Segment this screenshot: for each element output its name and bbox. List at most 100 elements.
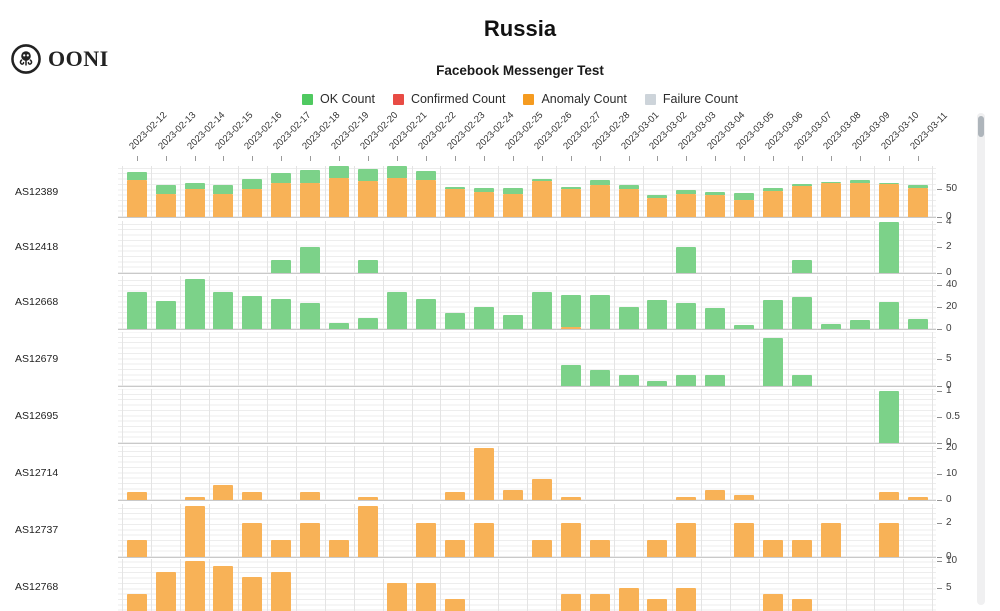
bar-segment-ok[interactable]: [792, 259, 813, 273]
bar-segment-anomaly[interactable]: [676, 523, 697, 557]
bar-segment-ok[interactable]: [560, 186, 581, 190]
bar-segment-ok[interactable]: [907, 184, 928, 188]
bar-segment-ok[interactable]: [589, 180, 610, 185]
bar-segment-ok[interactable]: [618, 375, 639, 386]
bar-segment-anomaly[interactable]: [444, 599, 465, 611]
bar-segment-ok[interactable]: [849, 319, 870, 329]
bar-segment-anomaly[interactable]: [213, 193, 234, 217]
bar-segment-anomaly[interactable]: [647, 197, 668, 217]
bar-segment-anomaly[interactable]: [358, 180, 379, 217]
bar-segment-anomaly[interactable]: [907, 497, 928, 500]
bar-segment-ok[interactable]: [300, 247, 321, 273]
bar-segment-anomaly[interactable]: [618, 189, 639, 217]
bar-segment-ok[interactable]: [878, 391, 899, 443]
bar-segment-anomaly[interactable]: [647, 599, 668, 611]
bar-segment-ok[interactable]: [358, 259, 379, 273]
bar-segment-anomaly[interactable]: [647, 539, 668, 557]
bar-segment-ok[interactable]: [387, 292, 408, 329]
bar-segment-anomaly[interactable]: [271, 571, 292, 611]
bar-segment-ok[interactable]: [734, 325, 755, 329]
bar-segment-anomaly[interactable]: [242, 523, 263, 557]
bar-segment-ok[interactable]: [792, 375, 813, 386]
bar-segment-anomaly[interactable]: [907, 187, 928, 217]
bar-segment-anomaly[interactable]: [213, 484, 234, 500]
bar-segment-anomaly[interactable]: [473, 192, 494, 217]
bar-segment-anomaly[interactable]: [849, 182, 870, 217]
bar-segment-anomaly[interactable]: [155, 194, 176, 217]
bar-segment-ok[interactable]: [676, 247, 697, 273]
bar-segment-ok[interactable]: [416, 298, 436, 329]
bar-segment-anomaly[interactable]: [821, 523, 842, 557]
bar-segment-ok[interactable]: [416, 171, 436, 181]
bar-segment-anomaly[interactable]: [184, 560, 205, 611]
bar-segment-ok[interactable]: [126, 292, 147, 329]
bar-segment-anomaly[interactable]: [705, 489, 726, 500]
bar-segment-ok[interactable]: [300, 170, 321, 184]
bar-segment-ok[interactable]: [358, 169, 379, 181]
bar-segment-ok[interactable]: [358, 317, 379, 329]
bar-segment-ok[interactable]: [444, 186, 465, 190]
bar-segment-anomaly[interactable]: [416, 523, 436, 557]
bar-segment-ok[interactable]: [271, 172, 292, 184]
bar-segment-anomaly[interactable]: [763, 539, 784, 557]
bar-segment-anomaly[interactable]: [184, 497, 205, 500]
bar-segment-ok[interactable]: [213, 185, 234, 194]
bar-segment-anomaly[interactable]: [792, 185, 813, 217]
bar-segment-anomaly[interactable]: [502, 194, 523, 217]
bar-segment-ok[interactable]: [560, 294, 581, 328]
bar-segment-anomaly[interactable]: [502, 489, 523, 500]
bar-segment-ok[interactable]: [849, 180, 870, 183]
bar-segment-ok[interactable]: [271, 259, 292, 273]
bar-segment-anomaly[interactable]: [560, 593, 581, 611]
bar-segment-ok[interactable]: [473, 306, 494, 329]
bar-segment-anomaly[interactable]: [531, 539, 552, 557]
bar-segment-ok[interactable]: [502, 315, 523, 329]
bar-segment-anomaly[interactable]: [560, 327, 581, 329]
bar-segment-anomaly[interactable]: [300, 492, 321, 500]
bar-segment-ok[interactable]: [531, 178, 552, 181]
bar-segment-anomaly[interactable]: [242, 577, 263, 611]
bar-segment-ok[interactable]: [676, 303, 697, 329]
bar-segment-anomaly[interactable]: [589, 184, 610, 217]
bar-segment-anomaly[interactable]: [300, 183, 321, 217]
bar-segment-anomaly[interactable]: [734, 199, 755, 217]
bar-segment-ok[interactable]: [242, 178, 263, 190]
bar-segment-ok[interactable]: [213, 292, 234, 329]
bar-segment-anomaly[interactable]: [242, 492, 263, 500]
bar-segment-anomaly[interactable]: [444, 189, 465, 217]
bar-segment-anomaly[interactable]: [734, 523, 755, 557]
bar-segment-anomaly[interactable]: [560, 523, 581, 557]
scrollbar-thumb[interactable]: [978, 116, 984, 137]
bar-segment-ok[interactable]: [184, 182, 205, 190]
bar-segment-ok[interactable]: [763, 188, 784, 191]
bar-segment-ok[interactable]: [792, 296, 813, 329]
bar-segment-anomaly[interactable]: [213, 566, 234, 611]
bar-segment-anomaly[interactable]: [358, 506, 379, 557]
bar-segment-anomaly[interactable]: [473, 448, 494, 500]
bar-segment-anomaly[interactable]: [271, 539, 292, 557]
bar-segment-anomaly[interactable]: [878, 523, 899, 557]
bar-segment-ok[interactable]: [647, 300, 668, 329]
bar-segment-anomaly[interactable]: [792, 599, 813, 611]
bar-segment-ok[interactable]: [329, 323, 350, 329]
bar-segment-ok[interactable]: [878, 222, 899, 273]
bar-segment-ok[interactable]: [155, 184, 176, 195]
bar-segment-anomaly[interactable]: [734, 494, 755, 500]
bar-segment-ok[interactable]: [155, 301, 176, 329]
bar-segment-anomaly[interactable]: [126, 593, 147, 611]
bar-segment-ok[interactable]: [387, 166, 408, 179]
bar-segment-anomaly[interactable]: [387, 582, 408, 611]
bar-segment-ok[interactable]: [589, 294, 610, 329]
bar-segment-anomaly[interactable]: [676, 194, 697, 217]
bar-segment-ok[interactable]: [676, 375, 697, 386]
bar-segment-ok[interactable]: [907, 318, 928, 329]
bar-segment-anomaly[interactable]: [416, 582, 436, 611]
bar-segment-anomaly[interactable]: [589, 539, 610, 557]
bar-segment-ok[interactable]: [444, 313, 465, 329]
bar-segment-anomaly[interactable]: [126, 539, 147, 557]
bar-segment-anomaly[interactable]: [792, 539, 813, 557]
bar-segment-ok[interactable]: [792, 183, 813, 186]
bar-segment-anomaly[interactable]: [387, 178, 408, 217]
bar-segment-anomaly[interactable]: [589, 593, 610, 611]
bar-segment-anomaly[interactable]: [300, 523, 321, 557]
